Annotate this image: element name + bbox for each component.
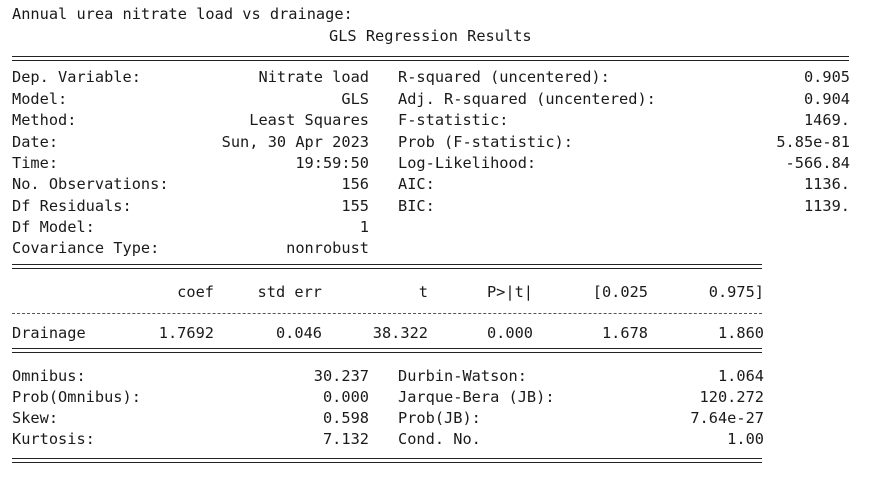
summary-label: F-statistic:: [398, 111, 509, 129]
coef-value: 38.322: [372, 324, 428, 342]
summary-label: Time:: [12, 154, 59, 172]
diagnostic-label: Prob(JB):: [398, 409, 481, 427]
double-rule: [12, 56, 849, 61]
summary-value: Sun, 30 Apr 2023: [221, 133, 369, 151]
summary-label: R-squared (uncentered):: [398, 68, 610, 86]
double-rule: [12, 264, 762, 269]
diagnostic-value: 7.64e-27: [690, 409, 764, 427]
diagnostic-value: 0.000: [322, 388, 369, 406]
diagnostic-value: 1.064: [717, 367, 764, 385]
diagnostic-label: Prob(Omnibus):: [12, 388, 141, 406]
diagnostic-label: Jarque-Bera (JB):: [398, 388, 555, 406]
diagnostic-value: 0.598: [322, 409, 369, 427]
diagnostic-label: Kurtosis:: [12, 430, 95, 448]
summary-value: nonrobust: [286, 239, 369, 257]
coef-header: [0.025: [592, 283, 648, 301]
diagnostic-label: Durbin-Watson:: [398, 367, 527, 385]
coef-header: coef: [177, 283, 214, 301]
summary-label: Date:: [12, 133, 59, 151]
coef-value: 1.678: [601, 324, 648, 342]
summary-label: Df Residuals:: [12, 197, 132, 215]
diagnostic-value: 7.132: [322, 430, 369, 448]
summary-value: -566.84: [785, 154, 850, 172]
summary-label: Prob (F-statistic):: [398, 133, 573, 151]
summary-label: Model:: [12, 90, 68, 108]
coef-value: 0.000: [486, 324, 533, 342]
output-heading: Annual urea nitrate load vs drainage:: [12, 5, 353, 23]
summary-label: AIC:: [398, 175, 435, 193]
summary-value: Least Squares: [249, 111, 369, 129]
diagnostic-label: Cond. No.: [398, 430, 481, 448]
summary-label: Dep. Variable:: [12, 68, 141, 86]
summary-value: 156: [341, 175, 369, 193]
coef-header: t: [418, 283, 428, 301]
summary-label: Method:: [12, 111, 77, 129]
summary-label: BIC:: [398, 197, 435, 215]
summary-value: 5.85e-81: [776, 133, 850, 151]
diagnostic-label: Skew:: [12, 409, 59, 427]
double-rule: [12, 458, 762, 463]
coef-header: P>|t|: [486, 283, 533, 301]
summary-value: 155: [341, 197, 369, 215]
double-rule: [12, 348, 762, 353]
coef-value: 1.860: [717, 324, 764, 342]
summary-value: 0.904: [803, 90, 850, 108]
summary-value: Nitrate load: [258, 68, 369, 86]
table-title: GLS Regression Results: [329, 27, 532, 45]
summary-label: Df Model:: [12, 218, 95, 236]
coef-row-name: Drainage: [12, 324, 86, 342]
diagnostic-label: Omnibus:: [12, 367, 86, 385]
summary-label: Covariance Type:: [12, 239, 160, 257]
diagnostic-value: 1.00: [727, 430, 764, 448]
diagnostic-value: 30.237: [313, 367, 369, 385]
summary-value: 1: [359, 218, 369, 236]
coef-header: std err: [257, 283, 322, 301]
summary-label: Adj. R-squared (uncentered):: [398, 90, 656, 108]
summary-label: Log-Likelihood:: [398, 154, 537, 172]
coef-value: 1.7692: [158, 324, 214, 342]
summary-value: 1139.: [803, 197, 850, 215]
summary-value: 1136.: [803, 175, 850, 193]
diagnostic-value: 120.272: [699, 388, 764, 406]
summary-label: No. Observations:: [12, 175, 169, 193]
summary-value: GLS: [341, 90, 369, 108]
dashed-rule: [12, 313, 762, 314]
coef-value: 0.046: [275, 324, 322, 342]
coef-header: 0.975]: [708, 283, 764, 301]
summary-value: 1469.: [803, 111, 850, 129]
summary-value: 0.905: [803, 68, 850, 86]
summary-value: 19:59:50: [295, 154, 369, 172]
